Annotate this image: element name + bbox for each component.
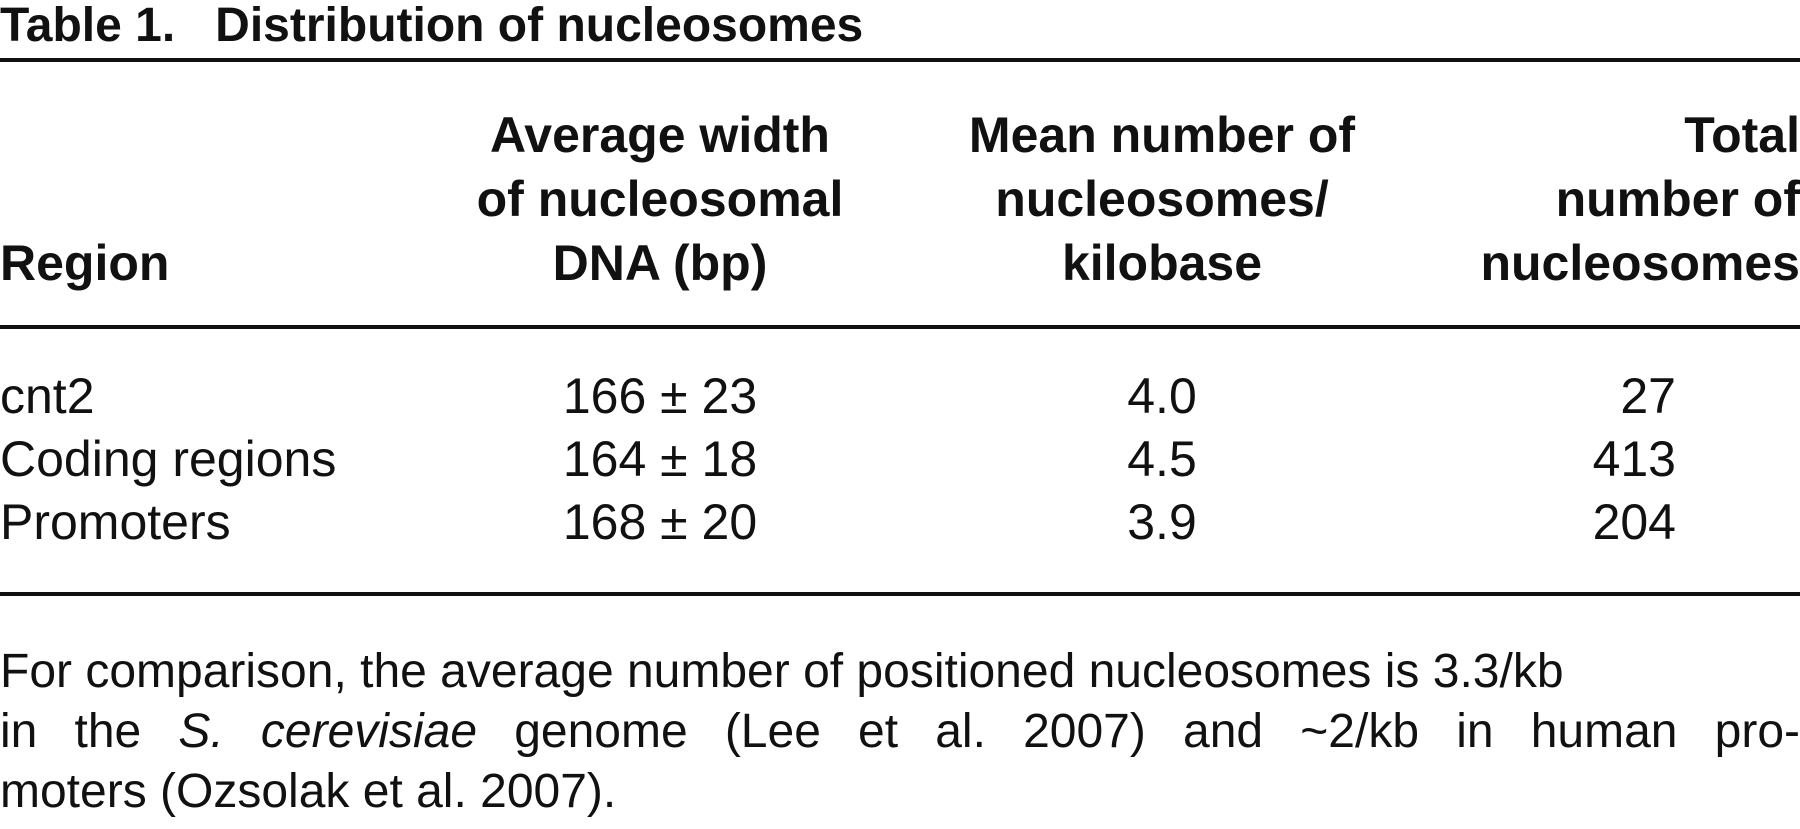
column-header: Total [1684,107,1800,163]
column-header: Region [0,235,170,291]
column-header: number of [1555,171,1800,227]
title-text: Distribution of nucleosomes [215,0,864,52]
text: in the [0,705,179,758]
footnote-line: moters (Ozsolak et al. 2007). [0,765,617,818]
column-header: Average width [490,107,830,163]
footnote-line: For comparison, the average number of po… [0,645,1564,698]
column-header: DNA (bp) [552,235,768,291]
bottom-rule [0,592,1800,596]
species-name: S. cerevisiae [178,705,478,758]
cell: 27 [1620,368,1676,424]
header-rule [0,325,1800,329]
row-label: Coding regions [0,431,337,487]
footnote: For comparison, the average number of po… [0,642,1800,822]
column-header: nucleosomes [1480,235,1800,291]
cell: 168 ± 20 [562,494,758,550]
column-header: nucleosomes/ [995,171,1329,227]
cell: 413 [1592,431,1676,487]
row-label: cnt2 [0,368,95,424]
cell: 4.5 [1127,431,1197,487]
top-rule [0,58,1800,62]
footnote-line: in the S. cerevisiae genome (Lee et al. … [0,702,1800,762]
table-title: Table 1. Distribution of nucleosomes [0,2,863,50]
cell: 4.0 [1127,368,1197,424]
cell: 166 ± 23 [562,368,758,424]
table-label: Table 1. [0,0,176,52]
cell: 204 [1592,494,1676,550]
column-header: kilobase [1061,235,1263,291]
text: genome (Lee et al. 2007) and ~2/kb in hu… [477,705,1800,758]
column-header: of nucleosomal [476,171,844,227]
cell: 164 ± 18 [562,431,758,487]
cell: 3.9 [1127,494,1197,550]
row-label: Promoters [0,494,231,550]
column-header: Mean number of [968,107,1356,163]
